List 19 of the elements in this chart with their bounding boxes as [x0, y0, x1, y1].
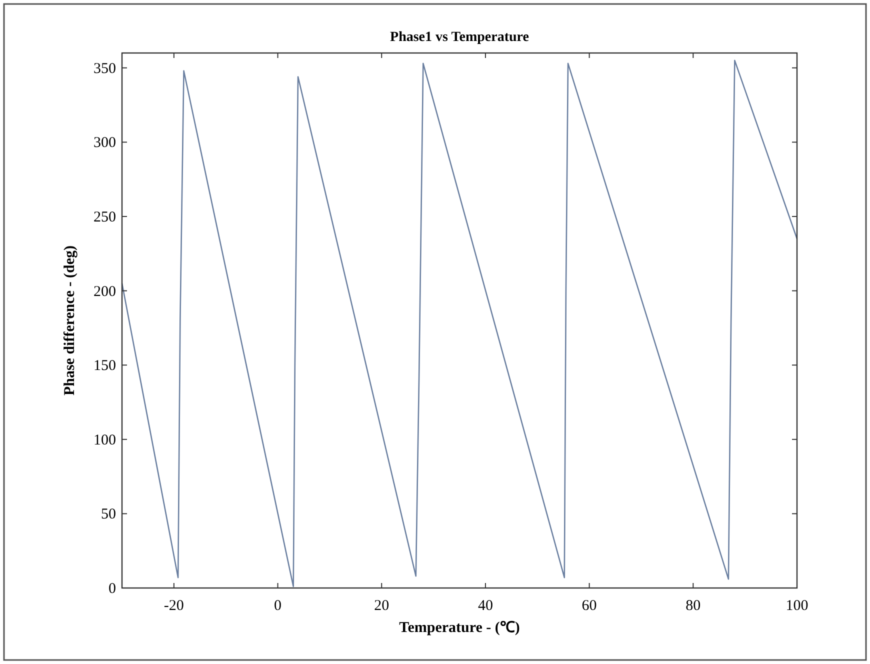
y-tick-label: 100 — [94, 432, 116, 448]
line-series — [121, 60, 798, 588]
x-axis-title: Temperature - (℃) — [399, 620, 520, 636]
y-tick-label: 0 — [108, 581, 116, 597]
x-tick-label: 20 — [374, 598, 390, 614]
x-tick-label: -20 — [164, 598, 184, 614]
x-tick-label: 0 — [274, 598, 282, 614]
x-tick-label: 40 — [478, 598, 493, 614]
y-tick-label: 300 — [94, 135, 116, 152]
x-tick-label: 60 — [582, 598, 597, 614]
y-tick-label: 150 — [94, 358, 116, 374]
y-tick-label: 200 — [94, 284, 116, 300]
x-tick-label: 80 — [686, 598, 701, 614]
y-tick-label: 250 — [94, 209, 116, 226]
y-tick-label: 350 — [94, 60, 116, 77]
y-axis-title: Phase difference - (deg) — [62, 245, 78, 396]
y-tick-label: 50 — [101, 506, 116, 523]
x-tick-label: 100 — [786, 598, 808, 614]
chart-title: Phase1 vs Temperature — [390, 30, 529, 45]
